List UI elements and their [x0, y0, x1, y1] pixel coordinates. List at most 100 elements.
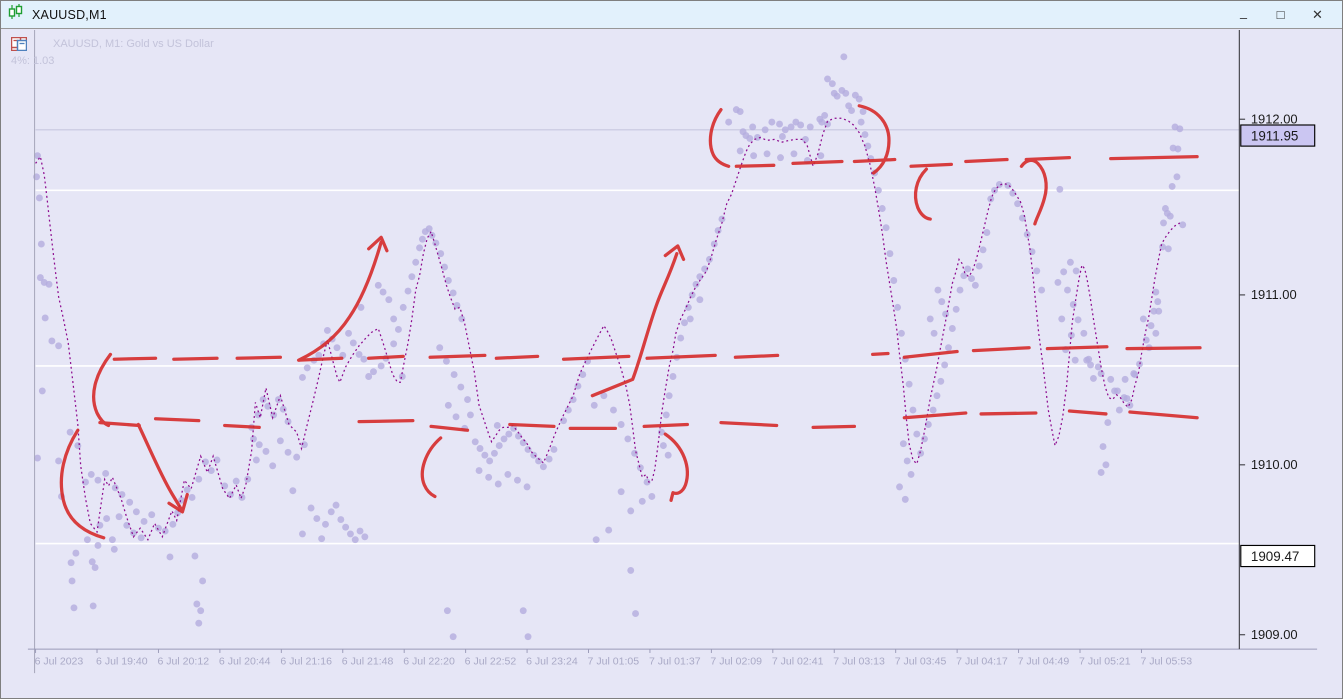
scatter-dot — [968, 275, 975, 283]
scatter-dot — [360, 355, 368, 363]
red-dash-mid — [297, 356, 344, 362]
scatter-dot — [710, 240, 718, 248]
scatter-dot — [289, 487, 297, 495]
scatter-dot — [232, 477, 240, 485]
scatter-dot — [952, 305, 960, 313]
scatter-dot — [899, 440, 907, 448]
scatter-dot — [68, 577, 76, 585]
scatter-dot — [83, 536, 91, 544]
scatter-dot — [250, 435, 257, 443]
scatter-dot — [686, 315, 694, 323]
scatter-dot — [313, 515, 321, 523]
scatter-dot — [89, 602, 97, 610]
scatter-dot — [894, 303, 902, 311]
time-label: 7 Jul 01:37 — [649, 655, 701, 667]
scatter-dot — [636, 464, 644, 472]
time-axis[interactable]: 6 Jul 2023 6 Jul 19:40 6 Jul 20:12 6 Jul 20… — [35, 649, 1193, 667]
chart-plot-area[interactable]: 1912.00 1911.00 1910.00 1909.00 1911.95 1909.… — [1, 29, 1342, 698]
scatter-dot — [441, 263, 448, 271]
scatter-dot — [882, 224, 890, 232]
scatter-dot — [495, 442, 503, 450]
scatter-dot — [195, 619, 203, 627]
scatter-dot — [178, 496, 185, 504]
scatter-dot — [688, 291, 696, 299]
scatter-dot — [605, 526, 613, 534]
price-label: 1912.00 — [1251, 112, 1298, 127]
scatter-dot — [718, 215, 726, 223]
red-dash-mid — [645, 353, 717, 360]
scatter-dot — [790, 150, 798, 158]
time-label: 7 Jul 04:49 — [1018, 655, 1070, 667]
scatter-dot — [1166, 212, 1174, 220]
scatter-dot — [315, 351, 323, 359]
scatter-dot — [975, 262, 983, 270]
scatter-dot — [930, 329, 938, 337]
scatter-dot — [37, 240, 45, 248]
close-button[interactable]: ✕ — [1312, 6, 1323, 22]
scatter-dot — [337, 516, 345, 523]
scatter-dots — [33, 53, 1187, 641]
scatter-dot — [524, 445, 532, 453]
scatter-dot — [298, 374, 306, 381]
scatter-dot — [252, 456, 260, 464]
red-squiggle — [1019, 158, 1048, 226]
maximize-button[interactable]: □ — [1276, 7, 1285, 22]
scatter-dot — [412, 258, 420, 266]
scatter-dot — [658, 428, 665, 436]
scatter-dot — [471, 438, 479, 446]
candlestick-chart-icon — [7, 3, 25, 26]
scatter-dot — [262, 447, 270, 455]
scatter-dot — [82, 478, 89, 486]
scatter-dot — [255, 441, 263, 449]
scatter-dot — [519, 439, 527, 447]
scatter-dot — [493, 422, 501, 429]
scatter-dot — [617, 488, 625, 496]
scatter-dot — [817, 152, 825, 160]
scatter-dot — [269, 462, 277, 470]
red-dash-low — [979, 411, 1038, 416]
red-dash-low — [811, 424, 857, 430]
scatter-dot — [592, 536, 600, 544]
titlebar: XAUUSD,M1 – □ ✕ — [1, 1, 1342, 29]
red-dash-low — [902, 411, 968, 420]
scatter-dot — [259, 396, 267, 403]
minimize-button[interactable]: – — [1239, 10, 1248, 25]
scatter-dot — [677, 334, 685, 342]
red-arrow-up2-head — [663, 244, 686, 262]
scatter-dot — [55, 457, 63, 465]
scatter-dot — [67, 559, 75, 567]
price-line — [35, 117, 1181, 542]
scatter-dot — [1056, 185, 1064, 193]
red-dash-low — [429, 424, 470, 432]
time-label: 7 Jul 04:17 — [956, 655, 1008, 667]
scatter-dot — [361, 533, 369, 541]
red-paren-open — [913, 167, 932, 221]
scatter-dot — [1152, 329, 1160, 337]
scatter-dot — [390, 340, 398, 348]
scatter-dot — [416, 244, 424, 252]
scatter-dot — [102, 469, 110, 477]
scatter-dot — [357, 303, 365, 311]
red-dash-top — [791, 159, 844, 166]
scatter-dot — [1142, 336, 1150, 344]
price-axis[interactable]: 1912.00 1911.00 1910.00 1909.00 1911.95 1909.… — [1239, 112, 1316, 642]
scatter-dot — [948, 325, 956, 332]
red-arrow-down-shaft — [136, 422, 183, 510]
scatter-dot — [91, 564, 99, 571]
scatter-dot — [781, 126, 789, 134]
scatter-dot — [1126, 401, 1134, 409]
scatter-dot — [425, 225, 433, 233]
time-label: 7 Jul 03:13 — [833, 655, 885, 667]
scatter-dot — [624, 435, 632, 443]
scatter-dot — [763, 150, 771, 158]
scatter-dot — [921, 435, 928, 443]
scatter-dot — [945, 344, 952, 352]
scatter-dot — [390, 315, 398, 323]
scatter-dot — [443, 607, 451, 615]
red-dash-mid — [112, 356, 158, 361]
scatter-dot — [725, 118, 733, 126]
scatter-dot — [437, 250, 445, 258]
red-dash-low — [508, 422, 556, 429]
scatter-dot — [979, 246, 987, 254]
scatter-dot — [1060, 268, 1068, 276]
